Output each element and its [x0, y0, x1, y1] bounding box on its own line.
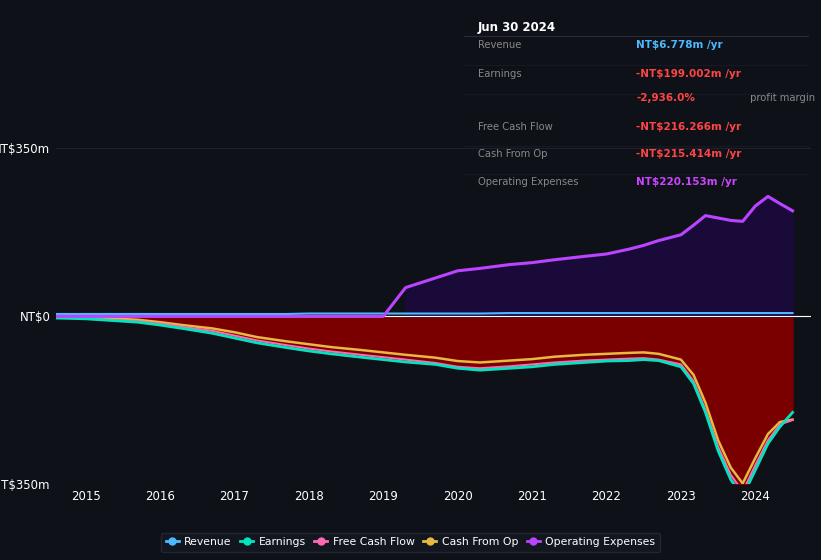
Text: Free Cash Flow: Free Cash Flow [478, 122, 553, 132]
Text: Earnings: Earnings [478, 69, 521, 79]
Text: -NT$216.266m /yr: -NT$216.266m /yr [636, 122, 741, 132]
Text: NT$220.153m /yr: NT$220.153m /yr [636, 177, 737, 187]
Text: -NT$199.002m /yr: -NT$199.002m /yr [636, 69, 741, 79]
Text: -NT$215.414m /yr: -NT$215.414m /yr [636, 150, 741, 160]
Text: Operating Expenses: Operating Expenses [478, 177, 578, 187]
Text: Cash From Op: Cash From Op [478, 150, 547, 160]
Text: -2,936.0%: -2,936.0% [636, 93, 695, 102]
Legend: Revenue, Earnings, Free Cash Flow, Cash From Op, Operating Expenses: Revenue, Earnings, Free Cash Flow, Cash … [161, 533, 660, 552]
Text: NT$6.778m /yr: NT$6.778m /yr [636, 40, 723, 50]
Text: Revenue: Revenue [478, 40, 521, 50]
Text: profit margin: profit margin [746, 93, 814, 102]
Text: Jun 30 2024: Jun 30 2024 [478, 21, 556, 34]
